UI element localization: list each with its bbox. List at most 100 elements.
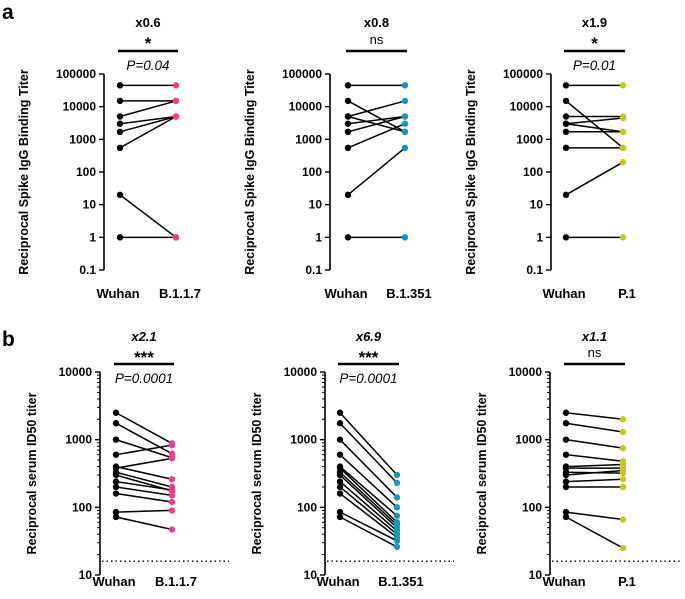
wuhan-point <box>116 97 124 105</box>
y-tick-label: 10 <box>309 198 323 212</box>
y-tick-label: 1000 <box>516 132 543 146</box>
pair-line <box>347 115 406 125</box>
variant-point <box>619 476 627 483</box>
y-tick-label: 1000 <box>65 433 92 447</box>
chart-panels: 0.1 1 10 100 1000 10000 100000 Reciprocal Spike… <box>17 15 680 589</box>
pair-line <box>339 467 398 523</box>
p-value-label: P=0.0001 <box>115 371 173 386</box>
variant-point <box>619 544 627 552</box>
wuhan-point <box>344 82 352 89</box>
wuhan-point <box>344 191 352 199</box>
pair-line <box>119 115 177 125</box>
variant-point <box>393 512 401 519</box>
pair-line <box>119 115 177 149</box>
variant-point <box>393 543 401 551</box>
variant-point <box>619 428 627 436</box>
variant-point <box>172 82 180 89</box>
wuhan-point <box>116 234 124 241</box>
x-category-label: B.1.1.7 <box>159 286 201 301</box>
y-tick-label: 100 <box>297 500 317 514</box>
wuhan-point <box>112 483 120 491</box>
variant-point <box>172 97 180 105</box>
variant-point <box>168 492 176 499</box>
variant-point <box>168 476 176 483</box>
wuhan-point <box>344 128 352 136</box>
wuhan-point <box>112 478 120 485</box>
pair-line <box>339 474 398 529</box>
significance-label: ns <box>370 32 384 47</box>
significance-label: ns <box>588 345 602 360</box>
y-tick-label: 10000 <box>510 100 544 114</box>
wuhan-point <box>336 409 344 416</box>
variant-point <box>393 471 401 479</box>
wuhan-point <box>112 436 120 443</box>
pair-line <box>565 411 624 421</box>
x-category-label: P.1 <box>618 286 636 301</box>
pair-line <box>347 123 406 149</box>
wuhan-point <box>562 436 570 443</box>
wuhan-point <box>112 508 120 516</box>
pair-line <box>339 412 398 476</box>
fold-change-label: x1.9 <box>582 15 607 30</box>
wuhan-point <box>116 128 124 136</box>
variant-point <box>401 128 409 136</box>
pair-line <box>115 412 173 445</box>
y-tick-label: 100 <box>302 165 322 179</box>
wuhan-point <box>336 471 344 479</box>
pair-line <box>115 509 173 513</box>
variant-point <box>619 444 627 452</box>
pair-line <box>115 471 173 488</box>
pair-line <box>339 466 398 517</box>
variant-point <box>172 113 180 120</box>
wuhan-point <box>344 120 352 127</box>
wuhan-point <box>562 451 570 458</box>
wuhan-point <box>562 483 570 491</box>
y-tick-label: 1000 <box>69 132 96 146</box>
variant-point <box>619 114 627 122</box>
x-category-label: B.1.351 <box>386 286 432 301</box>
panel-a-label: a <box>2 1 14 24</box>
wuhan-point <box>562 409 570 416</box>
pair-line <box>565 117 624 125</box>
pair-line <box>115 422 173 455</box>
y-tick-label: 1000 <box>290 433 317 447</box>
y-axis-label: Reciprocal serum ID50 titer <box>475 392 489 554</box>
wuhan-point <box>336 513 344 521</box>
wuhan-point <box>562 191 570 199</box>
pair-line <box>339 486 398 535</box>
y-tick-label: 10000 <box>284 365 318 379</box>
x-category-label: Wuhan <box>92 574 135 589</box>
variant-point <box>168 455 176 462</box>
variant-point <box>401 234 409 241</box>
wuhan-point <box>116 82 124 89</box>
wuhan-point <box>112 420 120 427</box>
variant-point <box>393 537 401 545</box>
pair-line <box>119 194 177 238</box>
pair-line <box>565 511 624 521</box>
wuhan-point <box>562 113 570 120</box>
y-tick-label: 100 <box>522 500 542 514</box>
y-tick-label: 1 <box>89 230 96 244</box>
variant-point <box>619 416 627 423</box>
x-category-label: Wuhan <box>316 574 359 589</box>
variant-point <box>619 158 627 166</box>
variant-point <box>401 144 409 152</box>
y-tick-label: 10 <box>79 568 93 582</box>
y-axis-label: Reciprocal Spike IgG Binding Titer <box>464 69 478 275</box>
pair-line <box>115 480 173 491</box>
variant-point <box>168 526 176 533</box>
y-tick-label: 100000 <box>56 67 96 81</box>
pair-line <box>115 486 173 497</box>
pair-line <box>565 453 624 462</box>
x-category-label: B.1.351 <box>378 574 424 589</box>
variant-point <box>168 486 176 494</box>
fold-change-label: x1.1 <box>581 329 607 344</box>
pair-line <box>565 100 624 149</box>
panel-b-label: b <box>2 328 15 351</box>
variant-point <box>619 483 627 491</box>
significance-label: *** <box>359 348 379 367</box>
wuhan-point <box>112 451 120 458</box>
wuhan-point <box>336 508 344 516</box>
pair-line <box>339 516 398 548</box>
wuhan-point <box>336 436 344 443</box>
